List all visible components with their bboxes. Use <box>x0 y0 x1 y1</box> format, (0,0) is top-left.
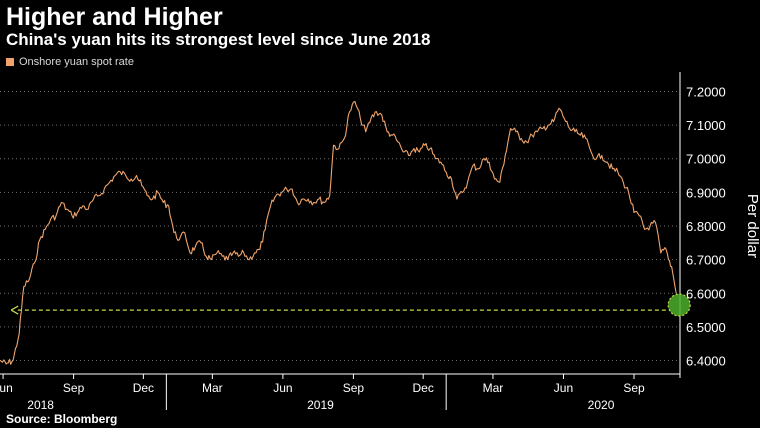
x-tick-label: Jun <box>554 381 573 395</box>
x-tick-label: Sep <box>343 381 365 395</box>
y-tick-label: 6.9000 <box>686 185 726 200</box>
y-tick-label: 6.7000 <box>686 253 726 268</box>
x-tick-label: Dec <box>133 381 154 395</box>
x-tick-label: Jun <box>273 381 292 395</box>
x-axis: Jun Sep Dec Mar Jun Sep Dec Mar Jun Sep 2018 2019 20… <box>0 373 680 412</box>
x-tick-label: Mar <box>483 381 504 395</box>
x-tick-label: Mar <box>202 381 223 395</box>
y-tick-label: 6.6000 <box>686 286 726 301</box>
y-axis: 6.4000 6.5000 6.6000 6.7000 6.8000 6.9000 7.00… <box>679 72 760 378</box>
legend-swatch <box>6 58 14 66</box>
y-tick-label: 7.2000 <box>686 84 726 99</box>
series-layer <box>0 100 677 365</box>
series-line-onshore-yuan <box>0 100 677 365</box>
y-tick-label: 6.8000 <box>686 219 726 234</box>
year-label: 2019 <box>307 398 334 412</box>
year-label: 2020 <box>588 398 615 412</box>
y-axis-title: Per dollar <box>744 194 760 258</box>
x-tick-label: Sep <box>623 381 645 395</box>
chart-subtitle: China's yuan hits its strongest level si… <box>6 30 431 49</box>
legend-label: Onshore yuan spot rate <box>19 56 134 68</box>
year-label: 2018 <box>27 398 54 412</box>
reference-arrow-head <box>10 305 19 315</box>
chart-title: Higher and Higher <box>6 3 223 31</box>
x-tick-label: Dec <box>413 381 434 395</box>
y-tick-label: 6.5000 <box>686 320 726 335</box>
legend: Onshore yuan spot rate <box>6 56 134 68</box>
gridlines <box>0 90 680 362</box>
latest-value-marker <box>667 293 691 317</box>
y-tick-label: 7.1000 <box>686 118 726 133</box>
y-tick-label: 6.4000 <box>686 354 726 369</box>
marker-layer <box>667 293 691 317</box>
y-tick-label: 7.0000 <box>686 152 726 167</box>
x-tick-label: Sep <box>63 381 85 395</box>
annotation <box>10 305 666 315</box>
x-tick-label: Jun <box>0 381 13 395</box>
source-note: Source: Bloomberg <box>6 412 118 426</box>
